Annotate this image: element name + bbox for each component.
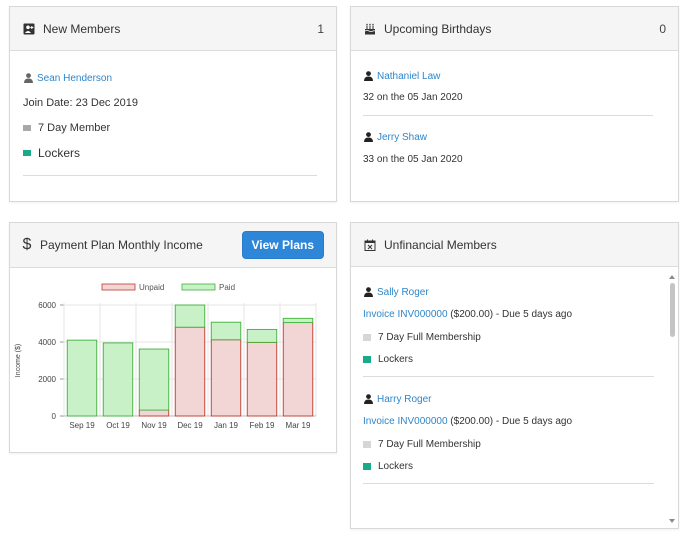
birthday-name-link[interactable]: Nathaniel Law xyxy=(377,70,441,82)
member-name-link[interactable]: Sean Henderson xyxy=(37,72,113,84)
divider xyxy=(363,376,654,377)
scroll-up-arrow[interactable] xyxy=(669,275,675,279)
bar-paid xyxy=(210,321,242,341)
membership-label: 7 Day Full Membership xyxy=(378,332,481,343)
x-tick-label: Mar 19 xyxy=(286,421,311,430)
legend-swatch xyxy=(181,283,216,291)
birthdays-header: Upcoming Birthdays 0 xyxy=(351,7,678,51)
bar-unpaid xyxy=(138,409,170,417)
addon-label: Lockers xyxy=(378,461,414,472)
invoice-link[interactable]: Invoice INV000000 xyxy=(363,416,448,427)
y-tick-label: 2000 xyxy=(38,375,56,384)
y-tick-label: 6000 xyxy=(38,301,56,310)
unfinancial-item: Sally Roger Invoice INV000000 ($200.00) … xyxy=(363,285,666,377)
x-tick-label: Nov 19 xyxy=(141,421,167,430)
birthdays-title: Upcoming Birthdays xyxy=(384,21,492,36)
bar-paid xyxy=(282,317,314,324)
membership-label: 7 Day Full Membership xyxy=(378,439,481,450)
member-name-row: Sean Henderson xyxy=(23,71,323,85)
birthday-cake-icon xyxy=(363,22,377,36)
scrollbar-thumb[interactable] xyxy=(670,283,675,337)
birthdays-panel: Upcoming Birthdays 0 Nathaniel Law 32 on… xyxy=(350,6,679,202)
view-plans-button[interactable]: View Plans xyxy=(241,231,324,259)
new-members-header: New Members 1 xyxy=(10,7,336,51)
invoice-amount: ($200.00) - Due 5 days ago xyxy=(450,416,573,427)
user-icon xyxy=(363,285,373,299)
unfinancial-title: Unfinancial Members xyxy=(384,237,497,252)
user-icon xyxy=(23,71,33,85)
legend-label: Unpaid xyxy=(139,283,164,292)
birthday-item: Jerry Shaw 33 on the 05 Jan 2020 xyxy=(363,130,666,166)
payment-plan-title: Payment Plan Monthly Income xyxy=(40,238,203,252)
y-tick-label: 0 xyxy=(52,412,57,421)
membership-swatch xyxy=(363,334,371,341)
user-plus-icon xyxy=(22,22,36,36)
legend-label: Paid xyxy=(219,283,235,292)
new-members-count: 1 xyxy=(317,21,324,36)
membership-label: 7 Day Member xyxy=(38,122,111,134)
divider xyxy=(23,175,317,176)
invoice-amount: ($200.00) - Due 5 days ago xyxy=(450,309,573,320)
calendar-x-icon xyxy=(363,238,377,252)
bar-paid xyxy=(246,328,278,343)
user-icon xyxy=(363,392,373,406)
membership-swatch xyxy=(23,125,31,131)
bar-unpaid xyxy=(174,326,206,417)
x-tick-label: Sep 19 xyxy=(69,421,95,430)
birthday-detail: 32 on the 05 Jan 2020 xyxy=(363,92,463,103)
addon-swatch xyxy=(363,356,371,363)
addon-label: Lockers xyxy=(378,354,414,365)
dollar-icon: $ xyxy=(22,236,32,253)
payment-plan-header: $ Payment Plan Monthly Income View Plans xyxy=(10,223,336,268)
income-chart: Unpaid Paid 0 2000 4000 6000 Income ($) Sep 19 O… xyxy=(15,283,317,430)
unfinancial-panel: Unfinancial Members Sally Roger Invoice … xyxy=(350,222,679,529)
bar-paid xyxy=(66,339,98,417)
birthday-detail: 33 on the 05 Jan 2020 xyxy=(363,154,463,165)
unfinancial-header: Unfinancial Members xyxy=(351,223,678,267)
scrollbar[interactable] xyxy=(669,273,676,525)
divider xyxy=(363,115,653,116)
join-date: Join Date: 23 Dec 2019 xyxy=(23,97,138,109)
addon-swatch xyxy=(363,463,371,470)
new-members-panel: New Members 1 Sean Henderson Join Date: … xyxy=(9,6,337,202)
addon-row: Lockers xyxy=(23,146,323,160)
membership-row: 7 Day Member xyxy=(23,122,323,134)
addon-label: Lockers xyxy=(38,146,81,160)
bar-paid xyxy=(138,348,170,411)
birthday-name-link[interactable]: Jerry Shaw xyxy=(377,131,428,143)
x-tick-label: Dec 19 xyxy=(177,421,203,430)
bar-paid xyxy=(102,342,134,417)
user-icon xyxy=(363,130,373,144)
membership-swatch xyxy=(363,441,371,448)
scroll-down-arrow[interactable] xyxy=(669,519,675,523)
bar-paid xyxy=(174,304,206,328)
y-tick-label: 4000 xyxy=(38,338,56,347)
birthdays-count: 0 xyxy=(659,21,666,36)
legend-swatch xyxy=(101,283,136,291)
bar-unpaid xyxy=(282,322,314,417)
payment-plan-panel: $ Payment Plan Monthly Income View Plans… xyxy=(9,222,337,453)
unfinancial-item: Harry Roger Invoice INV000000 ($200.00) … xyxy=(363,392,666,484)
bar-unpaid xyxy=(210,339,242,417)
x-tick-label: Oct 19 xyxy=(106,421,130,430)
invoice-link[interactable]: Invoice INV000000 xyxy=(363,309,448,320)
x-tick-label: Jan 19 xyxy=(214,421,239,430)
member-name-link[interactable]: Harry Roger xyxy=(377,393,432,405)
new-members-title: New Members xyxy=(43,21,121,36)
addon-swatch xyxy=(23,150,31,156)
x-tick-label: Feb 19 xyxy=(250,421,275,430)
member-name-link[interactable]: Sally Roger xyxy=(377,286,429,298)
user-icon xyxy=(363,69,373,83)
y-axis-label: Income ($) xyxy=(15,344,22,377)
bar-unpaid xyxy=(246,341,278,417)
birthday-item: Nathaniel Law 32 on the 05 Jan 2020 xyxy=(363,69,666,116)
divider xyxy=(363,483,654,484)
